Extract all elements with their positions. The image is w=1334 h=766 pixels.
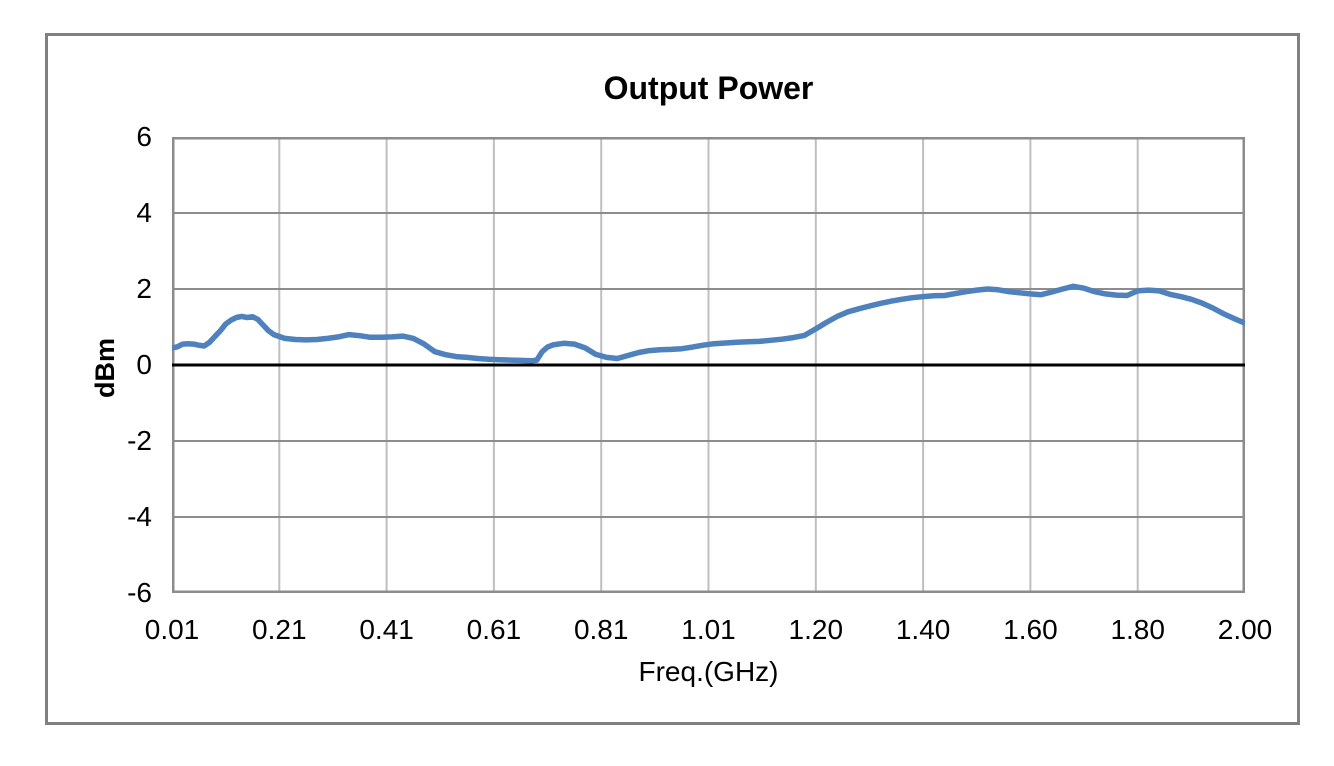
chart-frame: Output Power dBm Freq.(GHz) 6 4 2 0 -2 -4 -6 0.… <box>45 33 1300 725</box>
y-tick-label: 2 <box>136 273 152 304</box>
x-tick-label: 0.21 <box>252 614 307 645</box>
x-tick-label: 1.01 <box>681 614 736 645</box>
x-tick-label: 1.60 <box>1003 614 1058 645</box>
chart-title: Output Power <box>603 70 814 106</box>
x-axis-title: Freq.(GHz) <box>638 656 779 687</box>
x-tick-label: 0.61 <box>466 614 522 645</box>
x-tick-label: 1.40 <box>895 614 951 645</box>
x-tick-label: 2.00 <box>1217 614 1273 645</box>
y-tick-label: -6 <box>127 577 152 608</box>
y-tick-label: 0 <box>136 349 152 380</box>
x-tick-label: 1.20 <box>788 614 844 645</box>
y-tick-label: -4 <box>127 501 152 532</box>
y-tick-label: -2 <box>127 425 152 456</box>
x-tick-label: 1.80 <box>1110 614 1165 645</box>
x-tick-label: 0.81 <box>573 614 629 645</box>
y-tick-label: 4 <box>136 197 152 228</box>
series-line-output-power <box>172 283 1245 364</box>
x-tick-label: 0.01 <box>144 614 200 645</box>
x-tick-label: 0.41 <box>359 614 414 645</box>
plot-area <box>172 137 1245 593</box>
y-tick-label: 6 <box>136 121 152 152</box>
